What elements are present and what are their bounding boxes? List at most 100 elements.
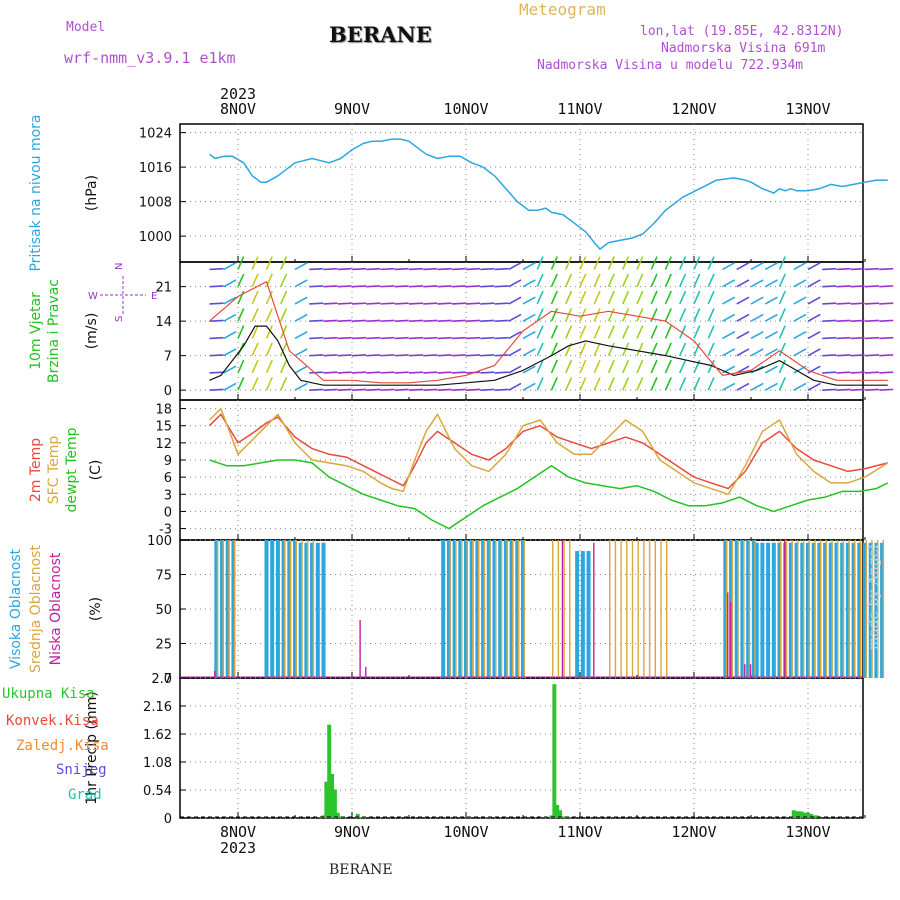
cloud-high-bar <box>315 542 320 678</box>
cloud-high-bar <box>777 542 782 678</box>
altitude-text: Nadmorska Visina 691m <box>661 41 826 56</box>
wind-arrow <box>622 325 630 339</box>
cloud-high-bar <box>840 542 845 678</box>
precip-bar <box>552 684 557 818</box>
wind-arrow <box>494 319 509 322</box>
cloud-high-bar <box>800 542 805 678</box>
wind-arrow <box>750 330 764 340</box>
wind-arrow <box>309 354 324 357</box>
wind-arrow <box>408 336 424 340</box>
wind-arrow <box>265 325 273 339</box>
wind-arrow <box>778 377 786 391</box>
wind-arrow <box>508 313 522 322</box>
cloud-high-bar <box>880 542 885 678</box>
cloud-high-bar <box>264 540 269 678</box>
wind-arrow <box>565 359 573 374</box>
wind-arrow <box>722 348 736 357</box>
y-label-2m-temp: 2m Temp <box>28 438 44 502</box>
precip-bar <box>324 781 329 818</box>
wind-arrow <box>850 354 865 357</box>
wind-arrow <box>836 388 851 391</box>
wind-arrow <box>679 325 687 339</box>
precip-bar <box>563 817 568 818</box>
wind-arrow <box>879 285 894 288</box>
wind-arrow <box>209 388 224 391</box>
wind-arrow <box>664 325 672 339</box>
wind-arrow <box>408 354 424 357</box>
wind-arrow <box>707 290 715 305</box>
wind-arrow <box>437 267 452 271</box>
wind-arrow <box>337 302 352 305</box>
wind-arrow <box>522 348 536 357</box>
wind-arrow <box>579 273 587 287</box>
legend-total-rain: Ukupna Kisa <box>2 686 95 702</box>
cloud-high-bar <box>586 551 591 678</box>
precip-bar <box>814 815 819 818</box>
wind-arrow <box>593 290 601 305</box>
wind-arrow <box>879 267 894 271</box>
wind-arrow <box>836 354 851 357</box>
meteogram-label: Meteogram <box>519 0 606 19</box>
wind-arrow <box>337 371 352 374</box>
wind-arrow <box>864 354 880 357</box>
y-tick-label: 14 <box>155 315 172 330</box>
cloud-high-bar <box>475 540 480 678</box>
wind-arrow <box>351 302 367 305</box>
wind-arrow <box>593 325 601 339</box>
wind-arrow <box>280 273 288 287</box>
wind-arrow <box>337 336 352 340</box>
wind-arrow <box>280 308 288 322</box>
wind-arrow <box>508 261 522 271</box>
wind-arrow <box>565 290 573 305</box>
wind-arrow <box>380 302 395 305</box>
wind-arrow <box>380 388 395 391</box>
y-tick-label: 75 <box>155 569 172 584</box>
cloud-high-bar <box>503 540 508 678</box>
wind-arrow <box>693 308 701 322</box>
wind-arrow <box>265 342 273 356</box>
cloud-high-bar <box>806 542 810 678</box>
precip-bar <box>803 812 808 818</box>
wind-arrow <box>265 308 273 322</box>
wind-arrow <box>593 273 601 287</box>
y-tick-label: 0.54 <box>143 784 172 799</box>
wind-arrow <box>351 319 367 322</box>
wind-arrow <box>251 377 259 391</box>
y-unit-wind: (m/s) <box>84 313 100 350</box>
wind-arrow <box>522 330 536 340</box>
wind-arrow <box>879 336 894 340</box>
wind-arrow <box>550 359 558 374</box>
wind-arrow <box>437 354 452 357</box>
wind-arrow <box>465 285 481 288</box>
wind-arrow <box>394 302 409 305</box>
precip-bar <box>794 811 799 818</box>
wind-arrow <box>593 342 601 356</box>
wind-arrow <box>294 382 308 391</box>
wind-arrow <box>223 313 237 322</box>
wind-arrow <box>337 267 352 271</box>
wind-arrow <box>593 359 601 374</box>
cloud-high-bar <box>851 542 856 678</box>
wind-arrow <box>323 371 338 374</box>
wind-arrow <box>209 267 224 271</box>
wind-arrow <box>636 273 644 287</box>
wind-arrow <box>323 302 338 305</box>
cloud-high-bar <box>857 542 862 678</box>
year-label-top: 2023 <box>220 85 256 103</box>
wind-arrow <box>850 319 865 322</box>
wind-arrow <box>607 273 615 287</box>
wind-arrow <box>750 382 764 391</box>
wind-arrow <box>664 342 672 356</box>
wind-arrow <box>764 261 778 271</box>
cloud-high-bar <box>310 542 315 678</box>
y-tick-label: 2.7 <box>151 672 172 687</box>
y-tick-label: 1016 <box>139 161 172 176</box>
cloud-high-bar <box>723 540 728 678</box>
wind-arrow <box>607 359 615 374</box>
cloud-high-bar <box>760 542 765 678</box>
cloud-high-bar <box>766 542 771 678</box>
wind-arrow <box>550 325 558 339</box>
y-label-precip: 1hr Precip (mm) <box>84 691 100 804</box>
wind-arrow <box>664 273 672 287</box>
